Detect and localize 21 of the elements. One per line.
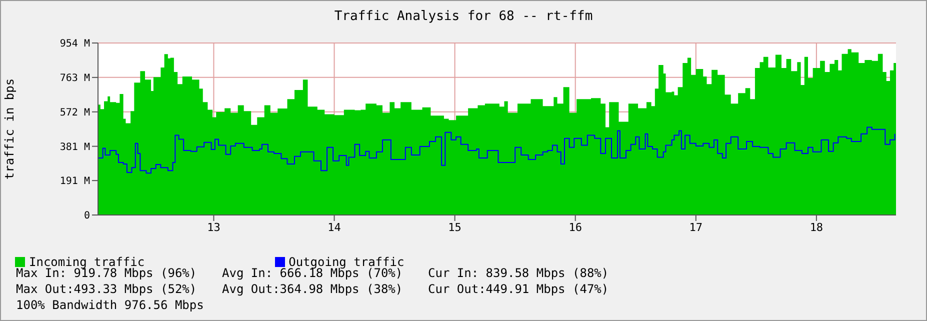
text: Avg Out:364.98 Mbps (38%) <box>222 282 404 296</box>
y-tick-label: 763 M <box>60 72 90 84</box>
x-tick-label: 16 <box>568 220 582 234</box>
chart-title: Traffic Analysis for 68 -- rt-ffm <box>333 9 594 24</box>
y-tick-label: 381 M <box>60 142 90 153</box>
text: Max Out:493.33 Mbps (52%) <box>16 282 198 296</box>
legend-label: Outgoing traffic <box>288 255 404 269</box>
x-tick-label: 13 <box>207 220 220 234</box>
x-tick-label: 14 <box>328 220 342 234</box>
x-tick-label: 18 <box>810 220 824 234</box>
text: 100% Bandwidth 976.56 Mbps <box>16 298 205 312</box>
y-axis-title: traffic in bps <box>2 78 16 180</box>
text: Cur In: 839.58 Mbps (88%) <box>428 266 610 280</box>
legend-label: Incoming traffic <box>29 255 145 269</box>
x-tick-label: 15 <box>448 220 462 234</box>
text: Cur Out:449.91 Mbps (47%) <box>428 282 610 296</box>
y-tick-label: 954 M <box>60 38 90 50</box>
x-tick-label: 17 <box>689 220 703 234</box>
y-tick-label: 0 <box>84 210 90 222</box>
y-tick-label: 191 M <box>60 176 90 188</box>
y-tick-label: 572 M <box>60 107 90 118</box>
